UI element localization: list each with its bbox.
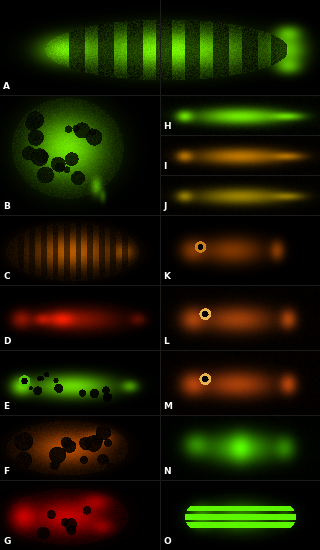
Text: F: F (3, 467, 9, 476)
Text: I: I (163, 162, 166, 171)
Text: K: K (163, 272, 170, 281)
Text: M: M (163, 402, 172, 411)
Text: C: C (3, 272, 10, 281)
Text: J: J (163, 202, 166, 211)
Text: G: G (3, 537, 10, 546)
Text: L: L (163, 337, 169, 346)
Text: E: E (3, 402, 9, 411)
Text: H: H (163, 122, 171, 131)
Text: A: A (3, 82, 10, 91)
Text: D: D (3, 337, 11, 346)
Text: B: B (3, 202, 10, 211)
Text: N: N (163, 467, 171, 476)
Text: O: O (163, 537, 171, 546)
